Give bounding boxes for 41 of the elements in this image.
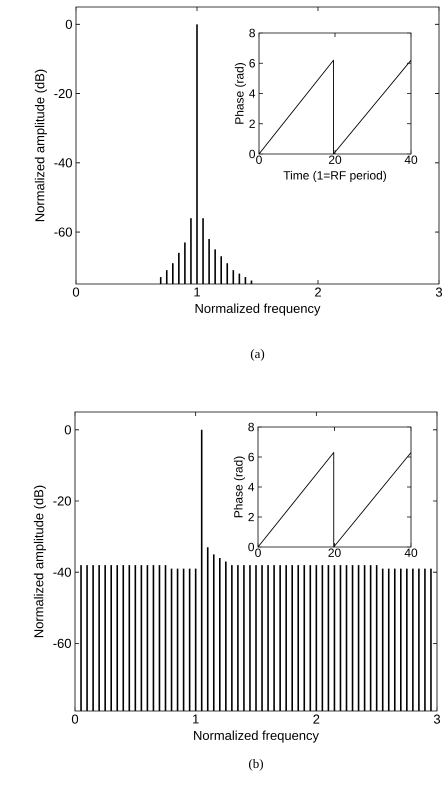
x-axis-title: Time (1=RF period): [284, 170, 386, 182]
y-tick-label: 2: [249, 120, 255, 128]
x-tick-label: 0: [72, 714, 78, 724]
y-tick-label: 4: [249, 89, 256, 98]
y-tick-label: 0: [248, 542, 254, 552]
x-tick-label: 40: [404, 548, 418, 557]
x-tick-label: 0: [256, 156, 262, 164]
y-tick-label: 2: [248, 512, 254, 522]
y-tick-label: -40: [53, 568, 71, 577]
y-tick-label: 6: [249, 59, 255, 68]
x-axis-title: Normalized frequency: [194, 730, 319, 743]
x-tick-label: 20: [328, 548, 341, 557]
x-tick-label: 2: [315, 288, 321, 297]
x-axis-title: Normalized frequency: [196, 304, 320, 316]
y-tick-label: 0: [66, 20, 72, 29]
y-tick-label: 4: [248, 482, 254, 492]
x-tick-label: 1: [194, 288, 200, 296]
text: (a): [250, 349, 264, 361]
x-tick-label: 1: [193, 714, 199, 724]
y-tick-label: -60: [54, 227, 72, 237]
y-axis-title: Normalized amplitude (dB): [34, 70, 47, 222]
y-tick-label: -20: [54, 88, 72, 98]
x-tick-label: 3: [434, 714, 440, 724]
text: (b): [249, 758, 263, 771]
y-tick-label: 6: [248, 452, 254, 462]
y-tick-label: 0: [249, 150, 256, 158]
y-tick-label: -20: [53, 496, 71, 506]
x-tick-label: 0: [255, 548, 261, 557]
y-tick-label: 8: [249, 28, 255, 38]
y-axis-title: Phase (rad): [234, 456, 245, 518]
y-axis-title: Normalized amplitude (dB): [34, 486, 46, 638]
x-tick-label: 20: [328, 156, 342, 164]
x-tick-label: 0: [72, 288, 80, 297]
x-tick-label: 40: [404, 156, 418, 164]
y-tick-label: 0: [64, 425, 71, 434]
x-tick-label: 2: [313, 714, 320, 724]
y-tick-label: 8: [248, 422, 254, 432]
x-tick-label: 3: [436, 288, 442, 297]
y-tick-label: -40: [54, 158, 72, 168]
y-tick-label: -60: [53, 638, 71, 648]
y-axis-title: Phase (rad): [234, 63, 246, 124]
